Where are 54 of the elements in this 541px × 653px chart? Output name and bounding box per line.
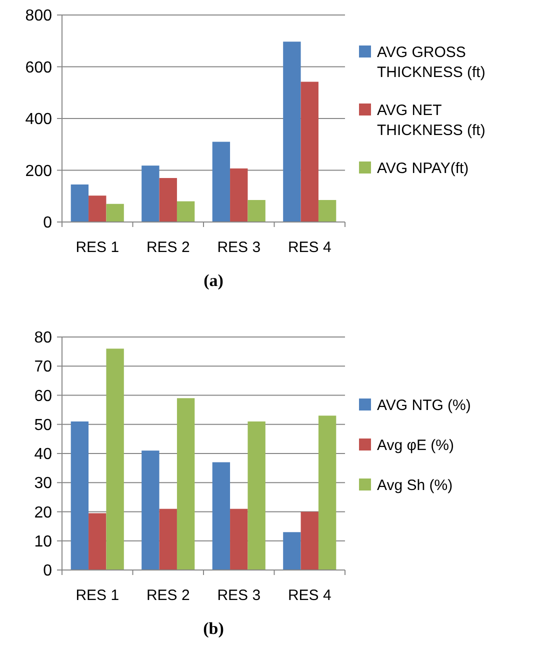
- y-tick-label: 400: [25, 111, 52, 128]
- legend-label: Avg Sh (%): [377, 476, 453, 494]
- y-tick-label: 20: [34, 504, 52, 522]
- bar: [159, 178, 177, 222]
- bar: [300, 82, 318, 222]
- bar: [70, 421, 89, 570]
- legend-label: AVG NTG (%): [377, 396, 471, 414]
- bar: [70, 184, 89, 222]
- x-tick-label: RES 3: [217, 587, 261, 604]
- bar: [176, 398, 195, 570]
- x-tick-label: RES 2: [146, 587, 190, 604]
- text: (a): [204, 271, 224, 290]
- bar: [248, 200, 266, 222]
- y-tick-label: 50: [34, 416, 52, 434]
- bar: [106, 348, 124, 570]
- x-tick-label: RES 2: [146, 239, 190, 256]
- y-tick-label: 30: [34, 475, 52, 492]
- y-tick-label: 0: [43, 562, 52, 580]
- bar: [212, 462, 230, 570]
- y-tick-label: 200: [25, 162, 52, 180]
- y-tick-label: 80: [34, 330, 52, 347]
- bar: [142, 166, 160, 222]
- bar: [300, 512, 318, 570]
- bar: [283, 42, 301, 222]
- legend-label: AVG GROSS THICKNESS (ft): [377, 44, 486, 81]
- bar: [230, 168, 248, 222]
- y-tick-label: 10: [34, 533, 52, 550]
- text: (b): [203, 619, 224, 638]
- bar: [248, 421, 266, 570]
- x-tick-label: RES 3: [217, 239, 261, 256]
- y-tick-label: 600: [25, 59, 52, 76]
- x-tick-label: RES 1: [76, 587, 120, 604]
- bar: [88, 513, 106, 570]
- y-tick-label: 70: [34, 358, 52, 376]
- y-tick-label: 40: [34, 446, 52, 464]
- bar: [318, 200, 336, 222]
- y-tick-label: 0: [43, 214, 52, 232]
- x-tick-label: RES 1: [76, 239, 120, 256]
- x-tick-label: RES 4: [288, 239, 332, 256]
- bar: [142, 450, 160, 570]
- bar: [106, 204, 124, 222]
- x-tick-label: RES 4: [288, 587, 332, 604]
- legend-label: AVG NPAY(ft): [377, 160, 469, 177]
- bar: [176, 201, 195, 222]
- y-tick-label: 800: [25, 8, 52, 25]
- bar: [283, 532, 301, 570]
- bar: [318, 416, 336, 570]
- bar: [212, 142, 230, 222]
- bar: [159, 508, 177, 570]
- bar: [88, 196, 106, 222]
- legend-label: Avg φE (%): [377, 436, 454, 454]
- y-tick-label: 60: [34, 388, 52, 405]
- legend-label: AVG NET THICKNESS (ft): [377, 102, 486, 139]
- bar: [230, 508, 248, 570]
